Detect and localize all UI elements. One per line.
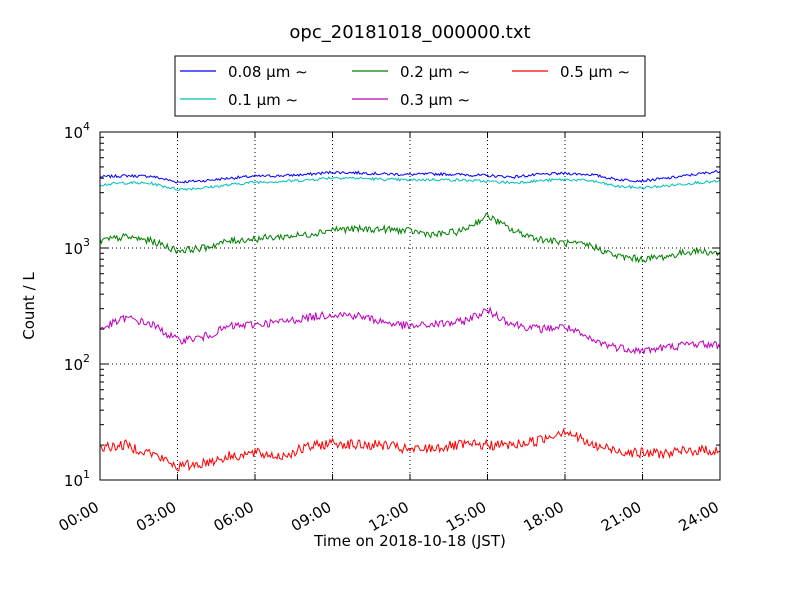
x-tick-label: 24:00: [676, 498, 722, 535]
legend-label: 0.5 μm ∼: [560, 63, 630, 81]
grid: [100, 132, 720, 480]
legend-label: 0.3 μm ∼: [400, 91, 470, 109]
x-axis-label: Time on 2018-10-18 (JST): [313, 532, 506, 550]
chart-title: opc_20181018_000000.txt: [289, 22, 530, 43]
legend-label: 0.08 μm ∼: [228, 63, 308, 81]
legend-frame: [174, 55, 646, 117]
y-axis-label: Count / L: [20, 272, 38, 340]
series-line: [99, 305, 721, 355]
series-lines: [99, 169, 721, 472]
x-tick-label: 18:00: [521, 498, 567, 535]
series-line: [99, 212, 721, 264]
y-tick-label: 102: [64, 352, 90, 374]
x-tick-label: 00:00: [56, 498, 102, 535]
x-tick-label: 15:00: [443, 498, 489, 535]
x-tick-label: 03:00: [133, 498, 179, 535]
series-line: [99, 176, 721, 192]
legend-label: 0.1 μm ∼: [228, 91, 298, 109]
x-tick-label: 06:00: [211, 498, 257, 535]
y-tick-label: 101: [64, 468, 90, 490]
legend: 0.08 μm ∼ 0.1 μm ∼ 0.2 μm ∼ 0.3 μm ∼ 0.5 μm …: [174, 55, 646, 117]
y-tick-label: 103: [64, 236, 90, 258]
y-tick-label: 104: [64, 120, 90, 142]
series-line: [99, 169, 721, 184]
x-tick-label: 21:00: [598, 498, 644, 535]
x-tick-label: 12:00: [366, 498, 412, 535]
x-tick-label: 09:00: [288, 498, 334, 535]
series-line: [99, 427, 721, 472]
legend-label: 0.2 μm ∼: [400, 63, 470, 81]
